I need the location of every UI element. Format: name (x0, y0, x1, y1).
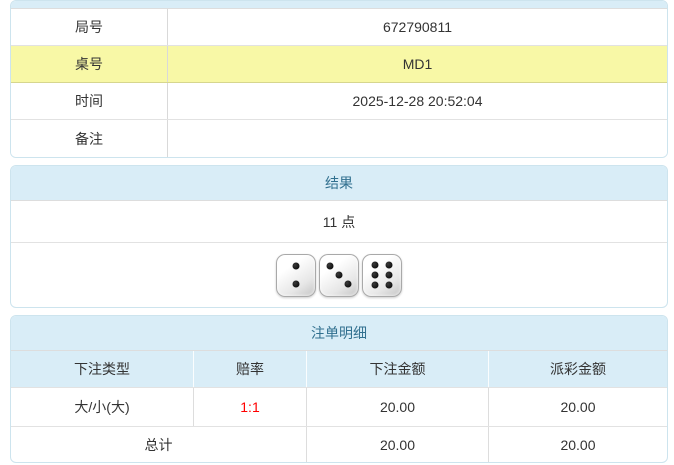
result-section-title: 结果 (11, 166, 667, 201)
col-header-bet-amount: 下注金额 (306, 351, 488, 387)
total-bet-amount: 20.00 (306, 427, 488, 462)
bet-amount: 20.00 (306, 388, 488, 426)
bets-header-row: 下注类型 赔率 下注金额 派彩金额 (11, 351, 667, 388)
time-value: 2025-12-28 20:52:04 (352, 93, 483, 109)
info-row-time: 时间 2025-12-28 20:52:04 (11, 83, 667, 120)
total-row: 总计 20.00 20.00 (11, 427, 667, 462)
result-section: 结果 11 点 (10, 165, 668, 308)
game-id-value: 672790811 (382, 19, 453, 35)
table-id-value: MD1 (402, 56, 433, 72)
info-label: 备注 (11, 120, 168, 157)
bets-section: 注单明细 下注类型 赔率 下注金额 派彩金额 大/小(大) 1:1 20.00 … (10, 315, 668, 463)
col-header-payout-amount: 派彩金额 (488, 351, 667, 387)
table-top-strip (11, 1, 667, 9)
bet-row: 大/小(大) 1:1 20.00 20.00 (11, 388, 667, 427)
total-label: 总计 (144, 436, 173, 453)
payout-amount: 20.00 (488, 388, 667, 426)
info-label: 局号 (11, 9, 168, 45)
bet-type: 大/小(大) (74, 399, 130, 415)
bets-section-title: 注单明细 (11, 316, 667, 351)
info-label: 桌号 (11, 46, 168, 82)
col-header-odds: 赔率 (193, 351, 306, 387)
remark-value (168, 120, 667, 157)
bet-odds: 1:1 (193, 388, 306, 426)
die-3 (362, 253, 402, 297)
die-2 (319, 253, 359, 297)
info-label: 时间 (11, 83, 168, 119)
die-1 (276, 253, 316, 297)
game-info-table: 局号 672790811 桌号 MD1 时间 2025-12-28 20:52:… (10, 0, 668, 158)
dice-row (11, 243, 667, 307)
info-row-table-id: 桌号 MD1 (11, 46, 667, 83)
info-row-remark: 备注 (11, 120, 667, 157)
result-points: 11 点 (11, 201, 667, 243)
info-row-game-id: 局号 672790811 (11, 9, 667, 46)
col-header-bet-type: 下注类型 (74, 361, 130, 377)
total-payout-amount: 20.00 (488, 427, 667, 462)
